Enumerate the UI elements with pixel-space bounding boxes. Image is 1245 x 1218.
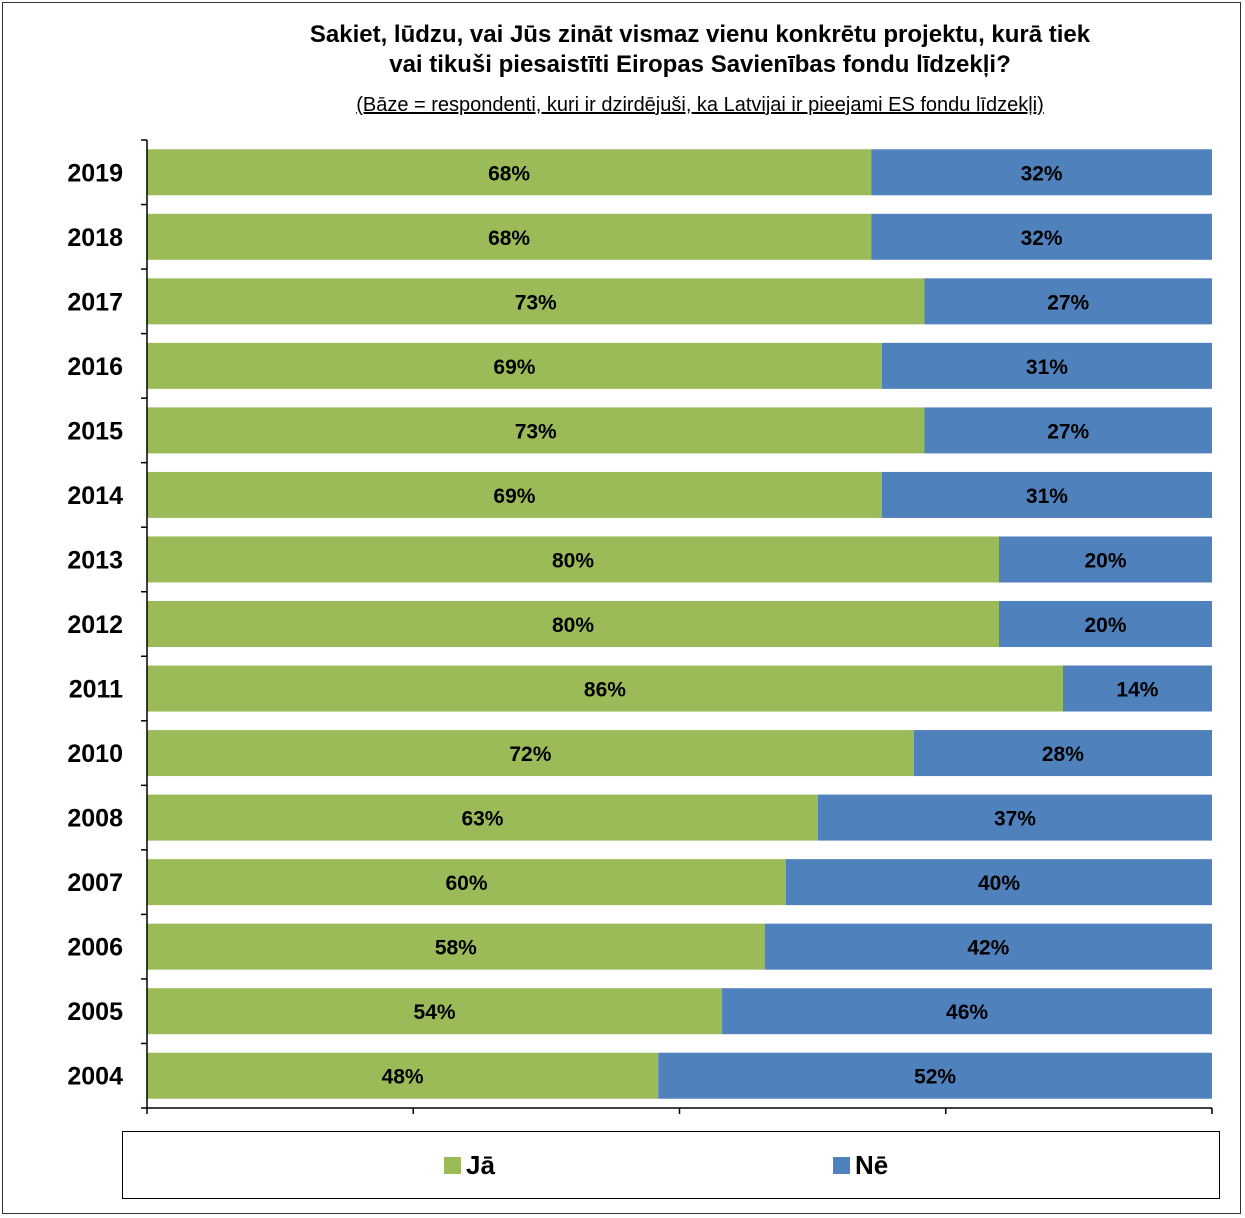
data-label-ja-2016: 69% <box>493 356 535 379</box>
bar-chart: 68% 32% 2019 68% 32% 2018 73% 27% 2017 69% 31% 2016… <box>67 139 1234 1130</box>
bar-ja-2006 <box>147 923 765 970</box>
chart-subtitle: (Bāze = respondenti, kuri ir dzirdējuši,… <box>356 94 1044 116</box>
data-label-ja-2019: 68% <box>488 162 530 185</box>
chart-title-line-1: Sakiet, lūdzu, vai Jūs zināt vismaz vien… <box>309 21 1091 48</box>
category-label-2012: 2012 <box>67 611 123 639</box>
bar-ja-2014 <box>147 471 882 518</box>
bar-ne-2014 <box>881 471 1212 518</box>
data-label-ne-2019: 32% <box>1021 162 1063 185</box>
legend <box>122 1131 1220 1199</box>
x-tick-label-0: 0% <box>135 1128 160 1130</box>
bar-ja-2013 <box>147 536 999 583</box>
category-label-2007: 2007 <box>67 869 123 897</box>
data-label-ne-2010: 28% <box>1042 743 1084 766</box>
bar-ja-2004 <box>147 1052 659 1099</box>
bar-ja-2008 <box>147 794 818 841</box>
category-label-2018: 2018 <box>67 224 123 252</box>
data-label-ja-2005: 54% <box>414 1001 456 1024</box>
legend-swatch-ja <box>444 1156 461 1174</box>
data-label-ne-2018: 32% <box>1021 227 1063 250</box>
data-label-ne-2013: 20% <box>1084 549 1126 572</box>
bar-ja-2011 <box>147 665 1063 712</box>
data-label-ne-2008: 37% <box>994 808 1036 831</box>
data-label-ja-2013: 80% <box>552 549 594 572</box>
x-tick-label-25: 25% <box>396 1128 430 1130</box>
data-label-ne-2007: 40% <box>978 872 1020 895</box>
category-label-2016: 2016 <box>67 353 123 381</box>
bar-ne-2011 <box>1062 665 1212 712</box>
legend-item-ja: Jā <box>444 1150 495 1180</box>
bar-ja-2015 <box>147 407 925 454</box>
data-label-ja-2017: 73% <box>515 291 557 314</box>
bar-ne-2007 <box>786 859 1212 906</box>
chart-title-line-2: vai tikuši piesaistīti Eiropas Savienība… <box>389 51 1011 78</box>
category-label-2019: 2019 <box>67 159 123 187</box>
data-label-ne-2004: 52% <box>914 1066 956 1089</box>
data-label-ne-2017: 27% <box>1047 291 1089 314</box>
data-label-ja-2012: 80% <box>552 614 594 637</box>
data-label-ja-2015: 73% <box>515 420 557 443</box>
data-label-ja-2011: 86% <box>584 679 626 702</box>
bar-ne-2006 <box>764 923 1212 970</box>
bar-ne-2010 <box>913 730 1212 777</box>
category-label-2011: 2011 <box>69 676 123 704</box>
legend-item-ne: Nē <box>833 1150 888 1180</box>
legend-label-ja: Jā <box>466 1150 495 1180</box>
category-label-2006: 2006 <box>67 934 123 962</box>
bar-ne-2016 <box>881 342 1212 389</box>
bar-ja-2012 <box>147 601 999 647</box>
bar-ne-2004 <box>658 1052 1212 1099</box>
x-tick-label-75: 75% <box>929 1128 963 1130</box>
data-label-ne-2016: 31% <box>1026 356 1068 379</box>
data-label-ja-2008: 63% <box>461 808 503 831</box>
bar-ne-2005 <box>722 988 1212 1035</box>
data-label-ne-2012: 20% <box>1084 614 1126 637</box>
data-label-ja-2004: 48% <box>382 1066 424 1089</box>
data-label-ne-2006: 42% <box>967 937 1009 960</box>
category-label-2013: 2013 <box>67 546 123 574</box>
x-tick-label-100: 100% <box>1190 1128 1233 1130</box>
bar-ja-2010 <box>147 730 914 777</box>
data-label-ne-2015: 27% <box>1047 420 1089 443</box>
bar-ne-2012 <box>999 601 1212 647</box>
legend-label-ne: Nē <box>855 1150 889 1180</box>
data-label-ne-2011: 14% <box>1116 679 1158 702</box>
data-label-ne-2014: 31% <box>1026 485 1068 508</box>
data-label-ja-2006: 58% <box>435 937 477 960</box>
category-label-2004: 2004 <box>67 1063 123 1091</box>
bar-ja-2019 <box>147 149 872 196</box>
category-label-2017: 2017 <box>67 288 123 316</box>
data-label-ja-2018: 68% <box>488 227 530 250</box>
category-label-2010: 2010 <box>67 740 123 768</box>
data-label-ja-2010: 72% <box>509 743 551 766</box>
data-label-ne-2005: 46% <box>946 1001 988 1024</box>
bar-ja-2018 <box>147 213 872 260</box>
bar-ne-2013 <box>999 536 1212 583</box>
data-label-ja-2014: 69% <box>493 485 535 508</box>
category-label-2014: 2014 <box>67 482 123 510</box>
x-tick-label-50: 50% <box>662 1128 696 1130</box>
bar-ja-2005 <box>147 988 723 1035</box>
bar-ja-2016 <box>147 342 882 389</box>
bar-ne-2015 <box>924 407 1212 454</box>
bar-ne-2019 <box>871 149 1212 196</box>
bar-ne-2008 <box>817 794 1212 841</box>
bar-ne-2018 <box>871 213 1212 260</box>
data-label-ja-2007: 60% <box>445 872 487 895</box>
category-label-2015: 2015 <box>67 417 123 445</box>
legend-swatch-ne <box>833 1156 850 1174</box>
category-label-2008: 2008 <box>67 805 123 833</box>
bar-ja-2017 <box>147 278 925 325</box>
bar-ne-2017 <box>924 278 1212 325</box>
category-label-2005: 2005 <box>67 998 123 1026</box>
bar-ja-2007 <box>147 859 786 906</box>
